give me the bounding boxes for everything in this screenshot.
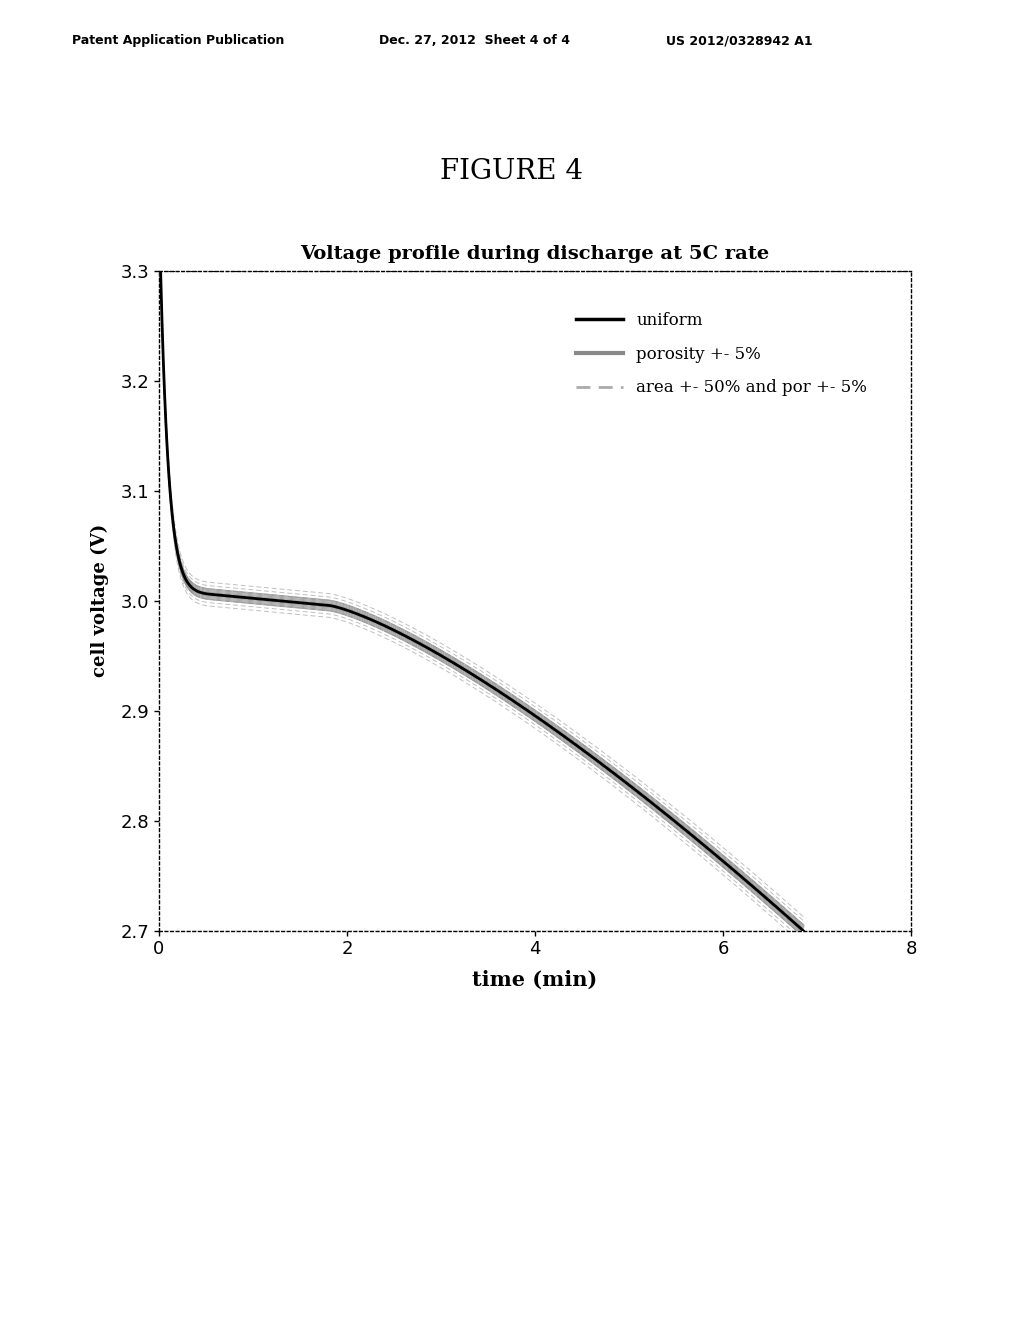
Text: Patent Application Publication: Patent Application Publication <box>72 34 284 48</box>
Text: Dec. 27, 2012  Sheet 4 of 4: Dec. 27, 2012 Sheet 4 of 4 <box>379 34 570 48</box>
Y-axis label: cell voltage (V): cell voltage (V) <box>91 524 110 677</box>
Title: Voltage profile during discharge at 5C rate: Voltage profile during discharge at 5C r… <box>300 246 770 264</box>
Legend: uniform, porosity +- 5%, area +- 50% and por +- 5%: uniform, porosity +- 5%, area +- 50% and… <box>563 298 881 409</box>
Text: US 2012/0328942 A1: US 2012/0328942 A1 <box>666 34 812 48</box>
Text: FIGURE 4: FIGURE 4 <box>440 158 584 185</box>
X-axis label: time (min): time (min) <box>472 969 598 990</box>
